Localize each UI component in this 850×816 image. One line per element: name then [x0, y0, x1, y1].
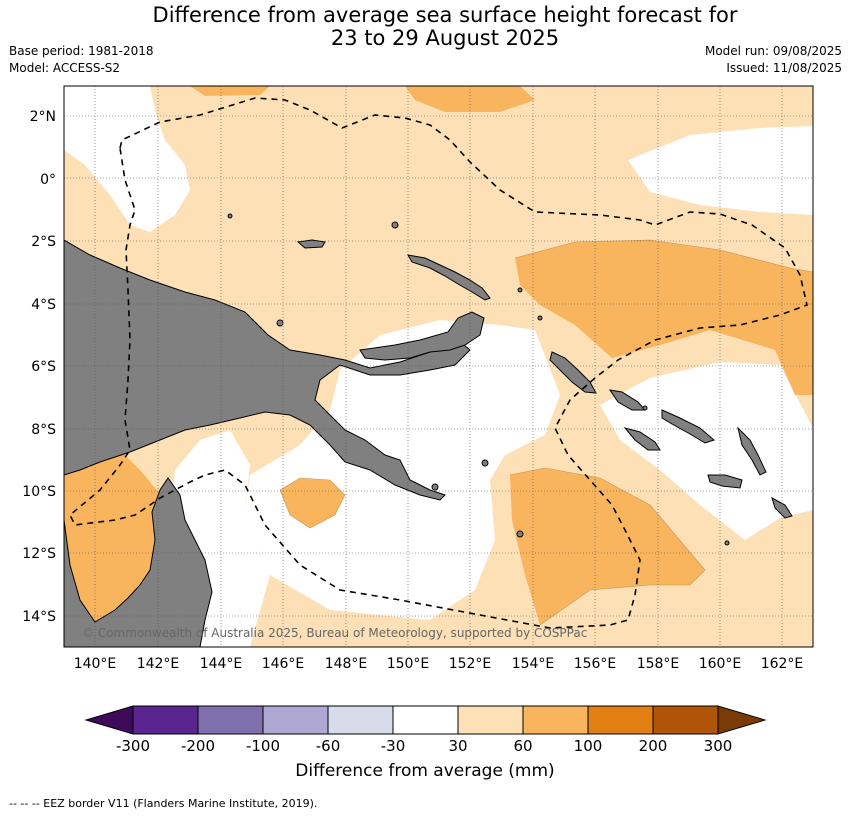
lon-label: 152°E	[449, 656, 492, 672]
colorbar-min-extension	[84, 705, 134, 735]
anomaly-orange-east	[515, 240, 813, 395]
lon-label: 160°E	[699, 656, 742, 672]
land-solomons-3	[623, 427, 661, 451]
colorbar-tick: 200	[639, 737, 668, 755]
lon-label: 150°E	[387, 656, 430, 672]
lat-label: 14°S	[22, 609, 56, 625]
lon-label: 148°E	[325, 656, 368, 672]
colorbar-segment	[457, 705, 524, 735]
lat-label: 12°S	[22, 546, 56, 562]
map-title: Difference from average sea surface heig…	[0, 4, 850, 50]
anomaly-white-northeast	[628, 126, 813, 215]
contour-lines	[279, 239, 813, 626]
eez-border	[69, 97, 808, 629]
colorbar-segment	[132, 705, 199, 735]
colorbar-tick: 100	[574, 737, 603, 755]
title-line-1: Difference from average sea surface heig…	[152, 3, 738, 27]
land-new-britain	[359, 311, 485, 361]
land-manus	[296, 239, 326, 249]
lat-label: 2°N	[30, 109, 56, 125]
land-solomons-5	[737, 426, 767, 476]
lat-label: 4°S	[31, 297, 56, 313]
colorbar-tick-labels: -300 -200 -100 -60 -30 30 60 100 200 300	[116, 737, 732, 755]
colorbar-tick: -100	[246, 737, 280, 755]
small-islands	[227, 213, 730, 546]
copyright-watermark: © Commonwealth of Australia 2025, Bureau…	[82, 626, 587, 640]
anomaly-orange-blob	[280, 478, 345, 528]
lon-label: 154°E	[512, 656, 555, 672]
model-name: Model: ACCESS-S2	[9, 61, 121, 75]
model-run: Model run: 09/08/2025	[704, 44, 842, 58]
colorbar-segment	[327, 705, 394, 735]
lat-label: 6°S	[31, 359, 56, 375]
colorbar-tick: 60	[513, 737, 532, 755]
issued-date: Issued: 11/08/2025	[726, 61, 842, 75]
colorbar-label: Difference from average (mm)	[295, 761, 555, 781]
colorbar-segment	[587, 705, 654, 735]
lat-labels: 2°N 0° 2°S 4°S 6°S 8°S 10°S 12°S 14°S	[22, 109, 56, 625]
map-frame	[63, 85, 814, 648]
land-australia	[64, 477, 213, 647]
eez-legend-note: -- -- -- EEZ border V11 (Flanders Marine…	[9, 797, 318, 810]
land-solomons-2	[661, 409, 715, 444]
colorbar-tick: -60	[316, 737, 341, 755]
lon-label: 142°E	[137, 656, 180, 672]
colorbar-segment	[522, 705, 589, 735]
lon-label: 158°E	[637, 656, 680, 672]
anomaly-orange-north	[190, 86, 535, 112]
base-period: Base period: 1981-2018	[9, 44, 154, 58]
lon-label: 140°E	[74, 656, 117, 672]
land-solomons-6	[771, 496, 793, 519]
lon-label: 146°E	[262, 656, 305, 672]
lat-label: 2°S	[31, 234, 56, 250]
title-line-2: 23 to 29 August 2025	[330, 26, 560, 50]
anomaly-orange-southeast	[510, 468, 705, 625]
colorbar-tick: -300	[116, 737, 150, 755]
meta-right: Model run: 09/08/2025 Issued: 11/08/2025	[705, 43, 842, 77]
colorbar-segment	[262, 705, 329, 735]
colorbar-tick: 30	[448, 737, 467, 755]
graticule	[64, 86, 813, 647]
land-bougainville	[549, 351, 597, 394]
lat-label: 8°S	[31, 422, 56, 438]
colorbar-tick: 300	[704, 737, 733, 755]
anomaly-white-east	[600, 362, 813, 540]
land-new-ireland	[407, 254, 491, 301]
lon-label: 156°E	[574, 656, 617, 672]
colorbar-segment	[652, 705, 719, 735]
land-solomons-4	[707, 474, 743, 489]
lat-label: 10°S	[22, 484, 56, 500]
lon-label: 162°E	[761, 656, 804, 672]
colorbar-max-extension	[717, 705, 767, 735]
map-area: © Commonwealth of Australia 2025, Bureau…	[64, 86, 813, 647]
colorbar-segment	[392, 705, 459, 735]
lat-label: 0°	[40, 172, 56, 188]
land-new-guinea	[64, 239, 471, 501]
colorbar-tick: -30	[381, 737, 406, 755]
colorbar-tick: -200	[181, 737, 215, 755]
lon-labels: 140°E 142°E 144°E 146°E 148°E 150°E 152°…	[74, 656, 804, 672]
colorbar	[84, 705, 767, 735]
lon-label: 144°E	[200, 656, 243, 672]
colorbar-segment	[197, 705, 264, 735]
meta-left: Base period: 1981-2018 Model: ACCESS-S2	[9, 43, 154, 77]
